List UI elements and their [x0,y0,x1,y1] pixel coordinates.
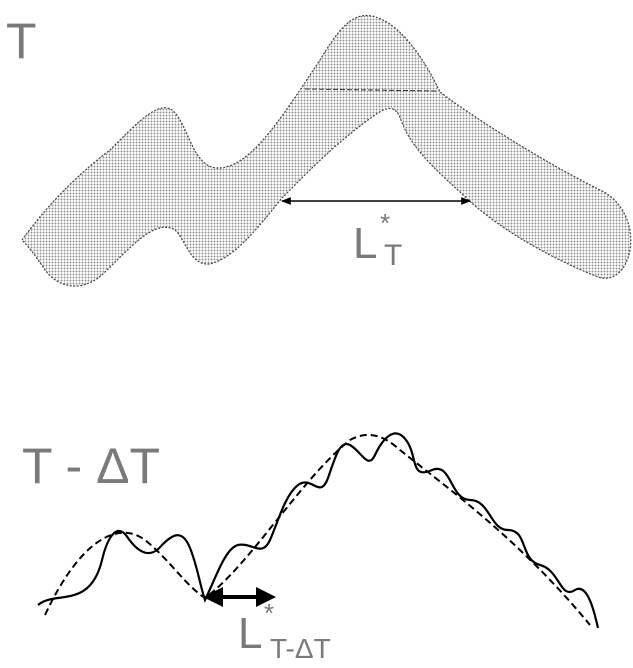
bottom-length-label-subscript: T-ΔT [270,633,331,664]
top-length-label-main: L [353,219,377,268]
bottom-length-label-superscript: * [264,598,274,628]
bottom-length-label-main: L [238,609,262,658]
thick-interface-band [21,14,632,287]
smooth-profile-dashed [44,433,591,626]
top-length-label-superscript: * [380,208,390,238]
rough-profile-line [37,432,600,629]
top-panel-title: T [6,13,37,69]
bottom-panel-title: T - ΔT [22,438,160,494]
band-inner-dashed-line [304,88,439,92]
top-length-label-subscript: T [384,239,402,272]
